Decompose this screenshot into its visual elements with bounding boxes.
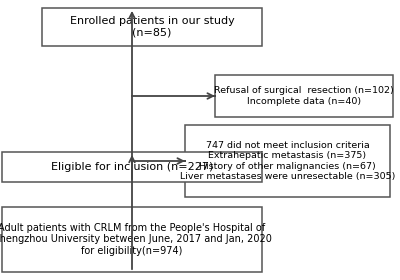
Text: Eligible for inclusion (n=227): Eligible for inclusion (n=227)	[51, 162, 213, 172]
Bar	[185, 125, 390, 197]
Text: Refusal of surgical  resection (n=102)
Incomplete data (n=40): Refusal of surgical resection (n=102) In…	[214, 86, 394, 106]
Bar	[2, 152, 262, 182]
Text: 747 did not meet inclusion criteria
Extrahepatic metastasis (n=375)
History of o: 747 did not meet inclusion criteria Extr…	[180, 141, 395, 181]
Text: Adult patients with CRLM from the People's Hospital of
Zhengzhou University betw: Adult patients with CRLM from the People…	[0, 223, 272, 256]
Bar	[215, 75, 393, 117]
Bar	[2, 207, 262, 272]
Bar	[42, 8, 262, 46]
Text: Enrolled patients in our study
(n=85): Enrolled patients in our study (n=85)	[70, 16, 234, 38]
